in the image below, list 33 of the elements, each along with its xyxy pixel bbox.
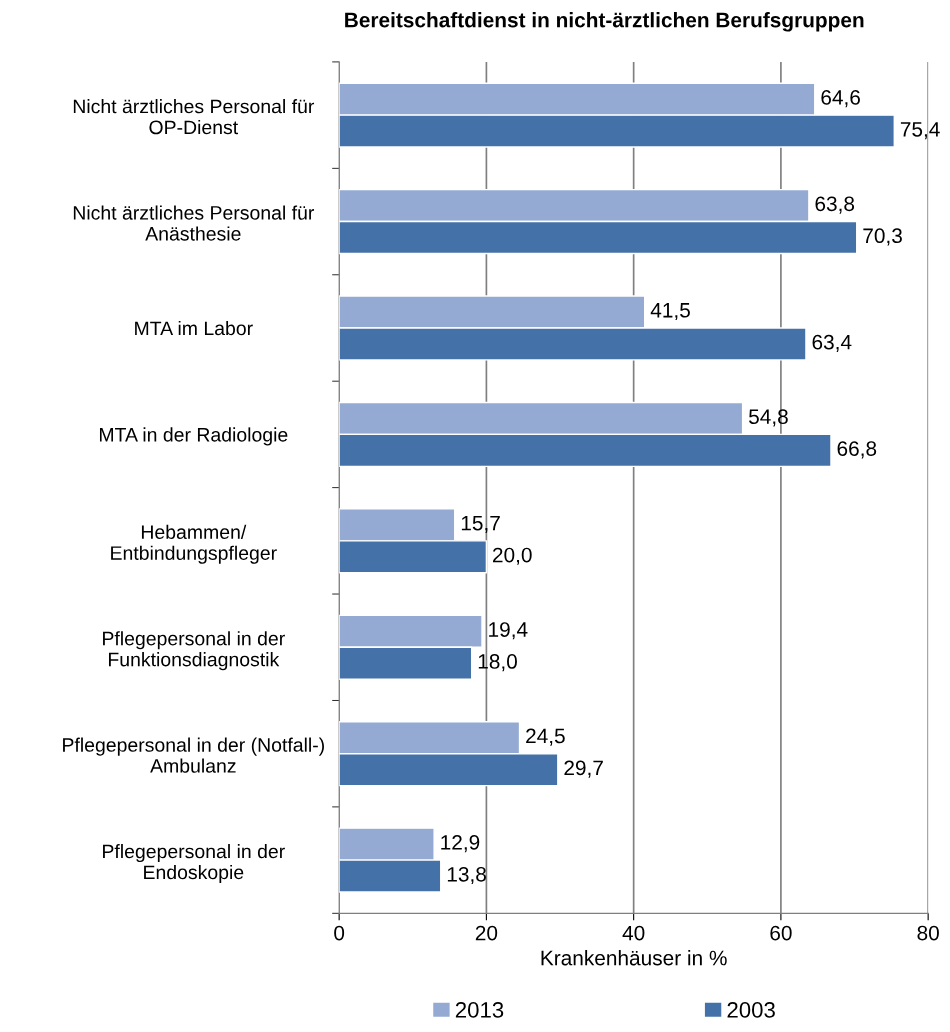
y-tick-label: Pflegepersonal in der Endoskopie xyxy=(103,844,285,884)
data-label: 64,6 xyxy=(821,90,860,108)
data-label: 70,3 xyxy=(863,228,902,246)
data-label: 12,9 xyxy=(441,834,480,853)
x-tick-label: 40 xyxy=(622,925,645,941)
x-tick-label: 20 xyxy=(475,925,498,941)
data-label: 63,8 xyxy=(815,196,855,214)
data-label: 54,8 xyxy=(749,409,788,427)
data-label: 18,0 xyxy=(478,654,517,672)
data-label: 41,5 xyxy=(650,303,690,321)
y-tick-label: MTA im Labor xyxy=(135,320,253,336)
legend-label: 2013 xyxy=(455,1002,504,1018)
data-label: 63,4 xyxy=(812,334,852,352)
data-label: 66,8 xyxy=(837,441,877,459)
y-tick-label: Nicht ärztliches Personal für OP-Dienst xyxy=(73,99,315,135)
x-tick-label: 60 xyxy=(770,925,792,941)
data-label: 20,0 xyxy=(493,547,532,565)
y-tick-label: Hebammen/ Entbindungspfleger xyxy=(111,524,277,564)
legend-label: 2003 xyxy=(727,1002,775,1018)
data-label: 75,4 xyxy=(900,122,940,140)
y-tick-label: Nicht ärztliches Personal für Anästhesie xyxy=(73,205,315,241)
x-axis-title: Krankenhäuser in % xyxy=(541,950,727,966)
data-label: 15,7 xyxy=(461,515,500,533)
x-tick-label: 0 xyxy=(334,925,345,941)
data-label: 19,4 xyxy=(489,622,528,640)
x-tick-label: 80 xyxy=(917,925,939,941)
data-label: 13,8 xyxy=(447,866,486,885)
y-tick-label: Pflegepersonal in der (Notfall-) Ambulanz xyxy=(63,737,324,773)
y-tick-label: Pflegepersonal in der Funktionsdiagnostik xyxy=(103,631,285,671)
y-tick-label: MTA in der Radiologie xyxy=(99,427,288,446)
data-label: 29,7 xyxy=(564,760,603,778)
data-label: 24,5 xyxy=(526,728,565,746)
chart-title: Bereitschaftdienst in nicht-ärztlichen Berufsgruppen xyxy=(345,12,864,32)
